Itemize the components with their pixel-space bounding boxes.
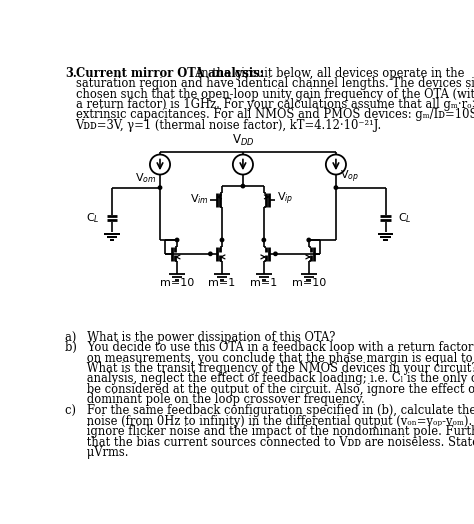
Text: a return factor) is 1GHz. For your calculations assume that all gₘ·rₒ>>1, ignore: a return factor) is 1GHz. For your calcu… — [75, 98, 474, 111]
Text: that the bias current sources connected to Vᴅᴅ are noiseless. State your answer : that the bias current sources connected … — [65, 435, 474, 449]
Text: chosen such that the open-loop unity gain frequency of the OTA (without inclusio: chosen such that the open-loop unity gai… — [75, 88, 474, 101]
Text: Vᴅᴅ=3V, γ=1 (thermal noise factor), kT=4.12·10⁻²¹J.: Vᴅᴅ=3V, γ=1 (thermal noise factor), kT=4… — [75, 119, 382, 132]
Text: a)   What is the power dissipation of this OTA?: a) What is the power dissipation of this… — [65, 331, 336, 344]
Text: μVrms.: μVrms. — [65, 446, 129, 459]
Text: on measurements, you conclude that the phase margin is equal to 75 degrees.: on measurements, you conclude that the p… — [65, 352, 474, 365]
Circle shape — [241, 184, 245, 188]
Circle shape — [209, 252, 212, 256]
Text: b)   You decide to use this OTA in a feedback loop with a return factor β=0.5. B: b) You decide to use this OTA in a feedb… — [65, 341, 474, 354]
Circle shape — [175, 238, 179, 242]
Text: What is the transit frequency of the NMOS devices in your circuit? In your: What is the transit frequency of the NMO… — [65, 362, 474, 375]
Text: V$_{ip}$: V$_{ip}$ — [277, 191, 293, 208]
Text: V$_{om}$: V$_{om}$ — [135, 171, 156, 184]
Text: ignore flicker noise and the impact of the nondominant pole. Furthermore, assume: ignore flicker noise and the impact of t… — [65, 425, 474, 438]
Text: dominant pole on the loop crossover frequency.: dominant pole on the loop crossover freq… — [65, 393, 365, 406]
Text: C$_L$: C$_L$ — [398, 212, 411, 225]
Text: m=1: m=1 — [209, 278, 236, 289]
Circle shape — [307, 238, 310, 242]
Text: V$_{im}$: V$_{im}$ — [190, 192, 209, 206]
Text: m=1: m=1 — [250, 278, 277, 289]
Text: be considered at the output of the circuit. Also, ignore the effect of the non-: be considered at the output of the circu… — [65, 383, 474, 396]
Text: analysis, neglect the effect of feedback loading; i.e. Cₗ is the only capacitanc: analysis, neglect the effect of feedback… — [65, 373, 474, 386]
Text: noise (from 0Hz to infinity) in the differential output (vₒₙ=vₒₚ-vₒₘ). For simpl: noise (from 0Hz to infinity) in the diff… — [65, 415, 474, 428]
Text: m=10: m=10 — [160, 278, 194, 289]
Circle shape — [334, 186, 337, 189]
Text: V$_{op}$: V$_{op}$ — [340, 168, 359, 184]
Text: In the circuit below, all devices operate in the: In the circuit below, all devices operat… — [193, 67, 465, 80]
Text: 3.: 3. — [65, 67, 77, 80]
Text: m=10: m=10 — [292, 278, 326, 289]
Text: V$_{DD}$: V$_{DD}$ — [232, 133, 254, 148]
Text: extrinsic capacitances. For all NMOS and PMOS devices: gₘ/Iᴅ=10S/A; Cₗ=10pF,: extrinsic capacitances. For all NMOS and… — [75, 108, 474, 122]
Circle shape — [220, 238, 224, 242]
Text: c)   For the same feedback configuration specified in (b), calculate the total i: c) For the same feedback configuration s… — [65, 405, 474, 418]
Text: Current mirror OTA analysis:: Current mirror OTA analysis: — [75, 67, 264, 80]
Text: saturation region and have identical channel lengths. The devices sizes and curr: saturation region and have identical cha… — [75, 77, 474, 90]
Text: C$_L$: C$_L$ — [86, 212, 100, 225]
Circle shape — [274, 252, 277, 256]
Circle shape — [158, 186, 162, 189]
Circle shape — [262, 238, 265, 242]
